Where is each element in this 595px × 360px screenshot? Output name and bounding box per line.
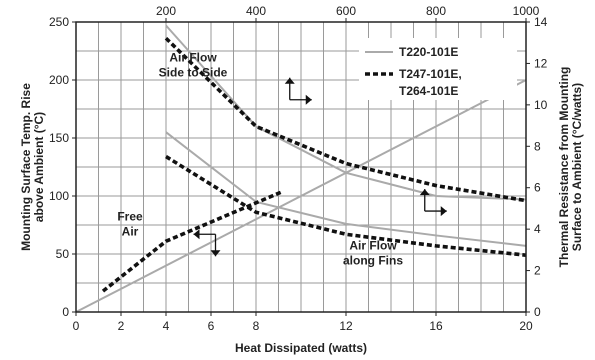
x-tick-label: 12 <box>339 319 353 333</box>
x-tick-label: 16 <box>429 319 443 333</box>
top-tick-label: 600 <box>336 4 356 18</box>
annotation-text: Side to Side <box>159 65 228 79</box>
top-tick-label: 1000 <box>513 4 540 18</box>
legend-label-1: T220-101E <box>399 45 458 59</box>
right-tick-label: 4 <box>534 222 541 236</box>
top-tick-label: 400 <box>246 4 266 18</box>
right-tick-label: 14 <box>534 15 548 29</box>
x-axis-title: Heat Dissipated (watts) <box>235 341 367 355</box>
series-line-1 <box>75 79 527 313</box>
y-axis-right-title-line: Thermal Resistance from Mounting <box>557 67 571 268</box>
y-tick-label: 200 <box>49 73 69 87</box>
x-tick-label: 4 <box>163 319 170 333</box>
y-tick-label: 0 <box>62 305 69 319</box>
axis-titles: Heat Dissipated (watts) Mounting Surface … <box>19 67 584 355</box>
plot-border <box>75 21 527 313</box>
series-line-3 <box>165 131 527 247</box>
plot-frame <box>75 21 527 313</box>
x-tick-label: 6 <box>208 319 215 333</box>
right-tick-label: 0 <box>534 305 541 319</box>
arrow-horizontal-head <box>440 206 447 217</box>
y-axis-right-title-line: Surface to Ambient (°C/watts) <box>570 83 584 251</box>
right-tick-label: 8 <box>534 139 541 153</box>
series-line-4 <box>101 189 284 293</box>
arrow-horizontal-head <box>305 94 312 105</box>
right-tick-label: 6 <box>534 181 541 195</box>
arrow-vertical-head <box>419 189 430 196</box>
annotation-text: Air Flow <box>169 50 217 64</box>
legend-label-2b: T264-101E <box>399 84 458 98</box>
top-tick-label: 800 <box>426 4 446 18</box>
arrow-vertical-head <box>284 77 295 84</box>
series-line-2 <box>165 24 527 201</box>
top-tick-label: 200 <box>156 4 176 18</box>
annotation-text: Air <box>122 224 139 238</box>
right-tick-label: 10 <box>534 98 548 112</box>
arrow-horizontal-head <box>193 229 200 240</box>
y-tick-label: 250 <box>49 15 69 29</box>
y-tick-label: 100 <box>49 189 69 203</box>
y-tick-label: 150 <box>49 131 69 145</box>
arrow-vertical-head <box>210 250 221 257</box>
y-tick-label: 50 <box>56 247 70 261</box>
series-lines <box>75 24 527 313</box>
x-tick-label: 20 <box>519 319 533 333</box>
y-axis-left-title-line: above Ambient (°C) <box>32 112 46 222</box>
legend-background <box>359 38 517 100</box>
right-tick-label: 12 <box>534 56 548 70</box>
x-tick-label: 2 <box>118 319 125 333</box>
y-axis-left-title-line: Mounting Surface Temp. Rise <box>19 83 33 251</box>
annotation-text: along Fins <box>343 253 403 267</box>
annotation-text: Free <box>117 209 143 223</box>
annotation-text: Air Flow <box>349 238 397 252</box>
legend: T220-101E T247-101E, T264-101E <box>359 38 517 100</box>
right-tick-label: 2 <box>534 264 541 278</box>
y-axis-left-title: Mounting Surface Temp. Riseabove Ambient… <box>19 83 46 251</box>
legend-label-2: T247-101E, <box>399 67 462 81</box>
y-axis-right-title: Thermal Resistance from MountingSurface … <box>557 67 584 268</box>
series-line-5 <box>164 36 527 203</box>
x-tick-label: 8 <box>253 319 260 333</box>
x-tick-label: 0 <box>73 319 80 333</box>
